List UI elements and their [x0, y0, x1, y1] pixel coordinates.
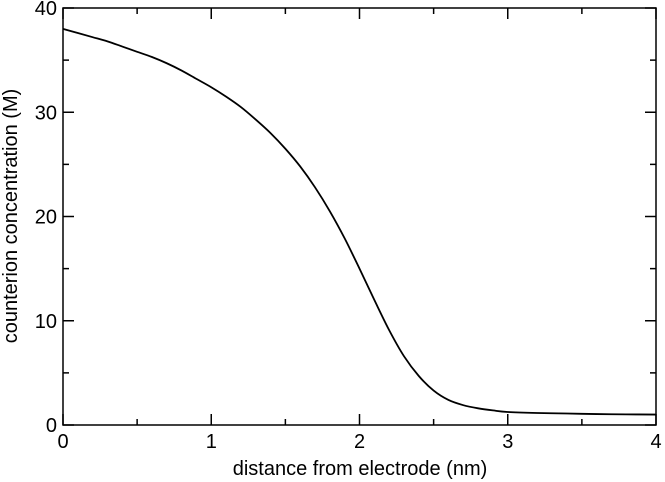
- plot-frame: [62, 7, 657, 426]
- x-tick-label: 3: [502, 431, 513, 453]
- x-tick-labels: 0 1 2 3 4: [57, 431, 661, 453]
- x-tick-label: 4: [650, 431, 661, 453]
- y-tick-labels: 0 10 20 30 40: [35, 0, 57, 437]
- x-tick-label: 1: [206, 431, 217, 453]
- concentration-curve: [62, 27, 657, 416]
- y-tick-label: 30: [35, 102, 57, 124]
- y-tick-label: 40: [35, 0, 57, 20]
- tick-marks: [62, 7, 657, 426]
- y-axis-label: counterion concentration (M): [0, 89, 22, 344]
- x-tick-label: 0: [57, 431, 68, 453]
- y-tick-label: 20: [35, 207, 57, 229]
- y-tick-label: 10: [35, 311, 57, 333]
- x-tick-label: 2: [354, 431, 365, 453]
- y-tick-label: 0: [46, 415, 57, 437]
- x-axis-label: distance from electrode (nm): [233, 458, 488, 480]
